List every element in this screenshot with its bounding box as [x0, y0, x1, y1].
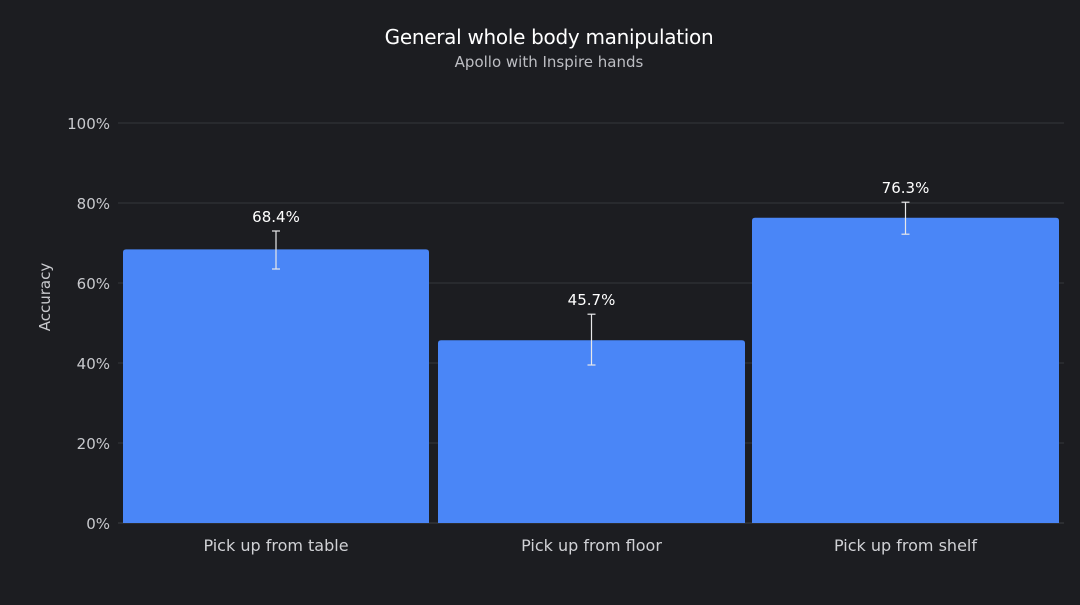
- y-axis-ticks: 0% 20% 40% 60% 80% 100%: [67, 115, 110, 533]
- error-bars: [272, 201, 910, 366]
- x-axis-ticks: Pick up from table Pick up from floor Pick…: [203, 536, 977, 555]
- error-bar: [901, 201, 910, 235]
- chart-title: General whole body manipulation: [385, 25, 714, 49]
- y-tick-label: 80%: [77, 195, 110, 213]
- data-label: 45.7%: [568, 291, 616, 309]
- x-tick-label: Pick up from shelf: [834, 536, 977, 555]
- bars: [123, 217, 1059, 524]
- bar: [438, 340, 745, 523]
- data-label: 76.3%: [882, 179, 930, 197]
- data-label: 68.4%: [252, 208, 300, 226]
- error-bar: [272, 230, 280, 270]
- error-bar: [587, 313, 596, 366]
- y-tick-label: 0%: [86, 515, 110, 533]
- x-tick-label: Pick up from table: [203, 536, 348, 555]
- y-tick-label: 40%: [77, 355, 110, 373]
- data-labels: 68.4% 45.7% 76.3%: [252, 179, 929, 309]
- bar: [123, 249, 429, 523]
- y-tick-label: 60%: [77, 275, 110, 293]
- chart-subtitle: Apollo with Inspire hands: [455, 53, 644, 71]
- x-tick-label: Pick up from floor: [521, 536, 662, 555]
- bar: [752, 217, 1059, 524]
- y-axis-title: Accuracy: [36, 263, 54, 332]
- y-tick-label: 100%: [67, 115, 110, 133]
- y-tick-label: 20%: [77, 435, 110, 453]
